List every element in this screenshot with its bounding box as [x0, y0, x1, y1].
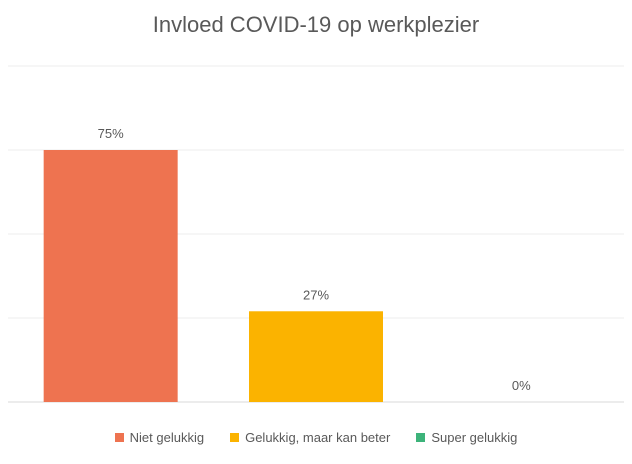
bar — [43, 150, 178, 402]
legend-label: Gelukkig, maar kan beter — [245, 430, 391, 445]
legend-item: Niet gelukkig — [114, 430, 205, 445]
data-label: 27% — [303, 287, 329, 302]
chart-title: Invloed COVID-19 op werkplezier — [152, 12, 480, 37]
data-label: 75% — [98, 126, 124, 141]
legend-label: Super gelukkig — [431, 430, 518, 445]
legend-item: Gelukkig, maar kan beter — [230, 430, 390, 445]
data-label: 0% — [512, 378, 531, 393]
legend-swatch-niet-gelukkig — [114, 433, 124, 442]
legend-swatch-super-gelukkig — [416, 433, 426, 442]
legend-label: Niet gelukkig — [129, 430, 205, 445]
bar — [249, 311, 383, 402]
legend-swatch-gelukkig-maar-kan-beter — [230, 433, 240, 442]
legend: Niet gelukkig Gelukkig, maar kan beter S… — [0, 430, 632, 445]
legend-item: Super gelukkig — [416, 430, 517, 445]
